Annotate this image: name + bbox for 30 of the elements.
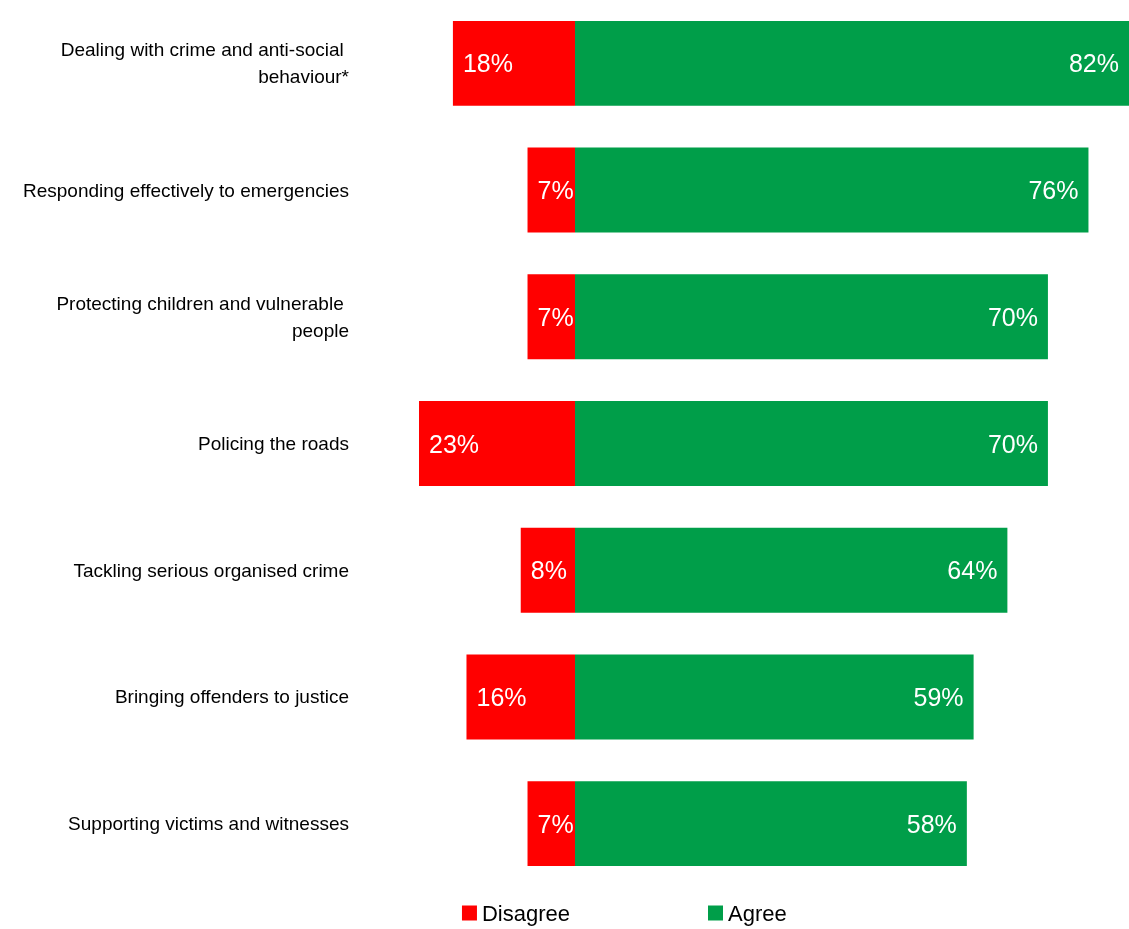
bar [520,527,575,613]
y-tick-label: Dealing with crime and anti-social behaviour* [60,39,350,88]
y-tick-label: Protecting children and vulnerable people [56,292,349,341]
data-label: 8% [530,556,567,585]
data-label: 64% [947,556,998,585]
y-tick-label: Tackling serious organised crime [73,559,349,581]
bar [527,781,575,867]
data-label: 7% [537,809,574,838]
bar [466,654,575,740]
legend-label: Disagree [481,900,570,926]
data-label: 7% [537,176,574,205]
y-tick-label: Policing the roads [197,433,349,454]
legend-label: Agree [728,900,787,926]
bar [452,20,575,106]
data-label: 76% [1028,176,1079,205]
data-label: 18% [462,49,513,78]
data-label: 59% [913,682,964,711]
bar [527,274,575,360]
y-tick-label: Responding effectively to emergencies [22,179,349,201]
data-label: 23% [429,429,480,458]
data-label: 70% [987,302,1038,331]
data-label: 58% [906,809,957,838]
bar [419,401,575,486]
bar [527,147,575,233]
data-label: 7% [537,302,574,331]
y-tick-label: Bringing offenders to justice [114,686,349,708]
y-tick-label: Supporting victims and witnesses [68,813,349,835]
data-label: 16% [476,682,527,711]
data-label: 70% [987,429,1038,458]
data-label: 82% [1068,49,1119,78]
